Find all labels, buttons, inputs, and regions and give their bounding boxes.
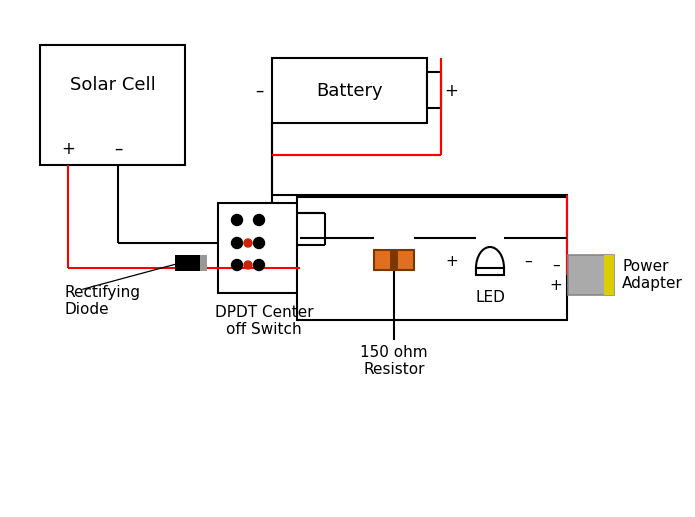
Text: –: – [553,257,559,272]
Bar [297,195,567,320]
Text: –: – [114,140,122,158]
Text: LED: LED [475,290,505,305]
Bar [218,203,300,293]
Text: Power
Adapter: Power Adapter [622,259,683,291]
Text: +: + [444,82,458,99]
Text: Battery: Battery [316,82,383,99]
Bar [427,72,441,108]
Bar [374,250,414,270]
Bar [476,268,504,275]
Bar [175,255,207,271]
Bar [390,250,398,270]
Text: Rectifying
Diode: Rectifying Diode [65,285,141,317]
Circle shape [244,261,252,269]
Text: +: + [61,140,75,158]
Bar [604,255,614,295]
Bar [272,58,427,123]
Bar [40,45,185,165]
Text: 150 ohm
Resistor: 150 ohm Resistor [360,345,428,377]
Text: +: + [445,253,459,268]
Circle shape [231,260,243,270]
Text: Solar Cell: Solar Cell [70,76,156,94]
Circle shape [254,237,265,249]
Bar [568,255,614,295]
Text: –: – [524,253,532,268]
Circle shape [231,237,243,249]
Circle shape [254,215,265,225]
Bar [200,255,207,271]
Circle shape [231,215,243,225]
Circle shape [254,260,265,270]
Text: +: + [550,278,562,293]
Circle shape [244,239,252,247]
Text: DPDT Center
off Switch: DPDT Center off Switch [215,305,313,338]
Text: –: – [255,82,263,99]
